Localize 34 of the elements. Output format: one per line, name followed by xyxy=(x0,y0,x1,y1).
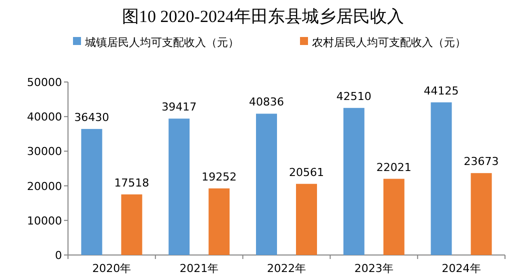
bar xyxy=(168,118,190,255)
data-label: 40836 xyxy=(249,96,284,109)
data-label: 20561 xyxy=(289,166,324,179)
x-tick-label: 2023年 xyxy=(354,262,394,275)
bar xyxy=(343,108,364,255)
bar xyxy=(470,173,492,255)
y-tick-label: 10000 xyxy=(27,214,62,228)
chart-title: 图10 2020-2024年田东县城乡居民收入 xyxy=(122,7,404,26)
x-tick-label: 2021年 xyxy=(180,262,219,275)
bar xyxy=(296,184,317,255)
data-label: 22021 xyxy=(376,160,412,174)
bar xyxy=(430,102,452,255)
data-label: 23673 xyxy=(464,155,499,168)
bar xyxy=(383,178,404,255)
data-label: 19252 xyxy=(202,170,237,184)
y-tick-label: 20000 xyxy=(27,180,62,193)
data-label: 44125 xyxy=(424,84,459,98)
y-tick-label: 30000 xyxy=(27,145,62,158)
data-label: 36430 xyxy=(74,110,110,124)
bar xyxy=(256,114,277,255)
legend-label: 城镇居民人均可支配收入（元） xyxy=(84,36,239,49)
data-label: 39417 xyxy=(162,100,197,114)
bar xyxy=(81,128,102,255)
y-tick-label: 40000 xyxy=(27,110,62,124)
data-label: 17518 xyxy=(114,176,150,190)
x-tick-label: 2022年 xyxy=(267,262,306,275)
bar xyxy=(208,188,230,255)
legend-label: 农村居民人均可支配收入（元） xyxy=(312,36,466,49)
x-tick-label: 2020年 xyxy=(92,262,132,275)
y-tick-label: 50000 xyxy=(27,76,62,89)
y-tick-label: 0 xyxy=(55,249,62,262)
bar xyxy=(121,194,142,255)
x-tick-label: 2024年 xyxy=(442,262,481,275)
data-label: 42510 xyxy=(336,90,372,103)
